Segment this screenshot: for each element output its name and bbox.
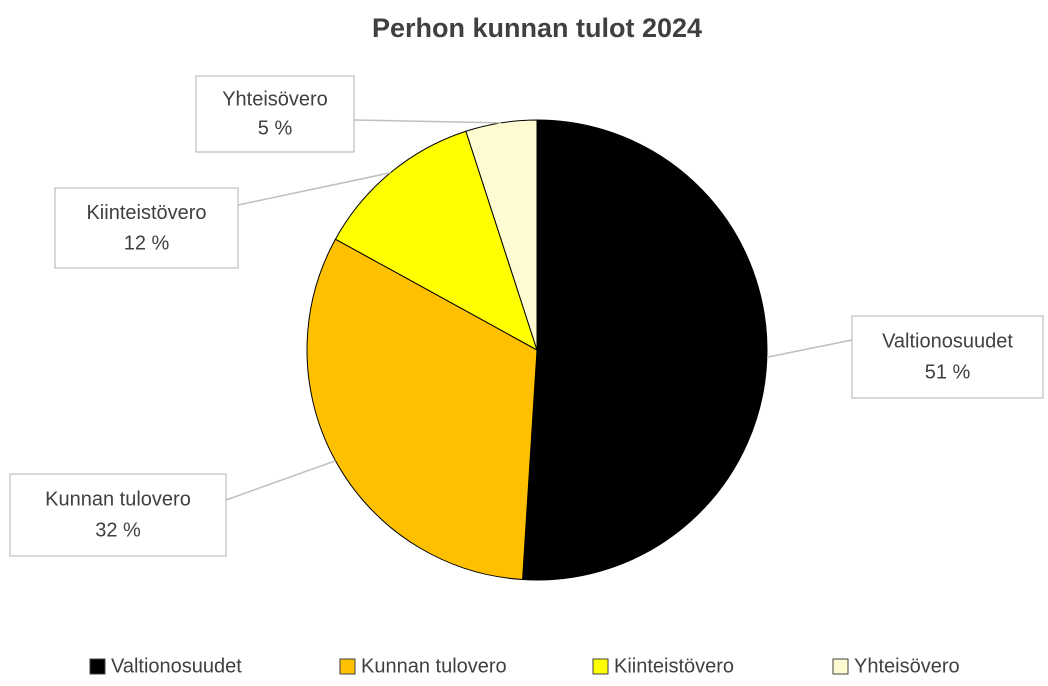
data-label-value: 51 % (925, 362, 971, 384)
pie-slice (306, 238, 538, 581)
leader-line (766, 339, 853, 358)
data-label-value: 12 % (124, 232, 170, 254)
data-label-name: Kunnan tulovero (45, 489, 191, 511)
legend-label: Valtionosuudet (111, 655, 242, 677)
legend-swatch (592, 658, 609, 675)
legend-label: Yhteisövero (854, 655, 960, 677)
leader-line (237, 172, 391, 206)
data-label-value: 32 % (95, 520, 141, 542)
pie-slice (522, 119, 768, 581)
leader-line (353, 119, 502, 124)
legend-swatch (89, 658, 106, 675)
legend-swatch (339, 658, 356, 675)
data-label-name: Yhteisövero (222, 89, 328, 111)
label-box (54, 187, 239, 269)
legend-label: Kiinteistövero (614, 655, 734, 677)
data-label-name: Valtionosuudet (882, 331, 1013, 353)
legend-label: Kunnan tulovero (361, 655, 507, 677)
data-label-value: 5 % (258, 117, 293, 139)
data-label-name: Kiinteistövero (86, 202, 206, 224)
label-box (9, 473, 227, 557)
label-box (195, 75, 355, 153)
leader-line (225, 460, 336, 501)
legend-swatch (832, 658, 849, 675)
label-box (851, 315, 1044, 399)
chart-title: Perhon kunnan tulot 2024 (372, 13, 702, 43)
